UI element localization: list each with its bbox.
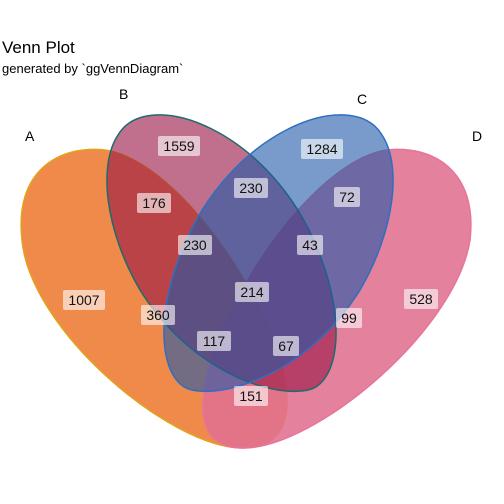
svg-text:72: 72 — [339, 189, 355, 205]
region-label-abc: 230 — [178, 235, 212, 255]
region-label-b: 1559 — [158, 136, 200, 156]
set-label-d: D — [472, 128, 482, 144]
svg-text:1284: 1284 — [306, 141, 337, 157]
region-label-ac: 360 — [141, 305, 175, 325]
plot-subtitle: generated by `ggVennDiagram` — [2, 61, 183, 76]
region-label-ab: 176 — [137, 193, 171, 213]
region-label-abcd: 214 — [235, 282, 269, 302]
plot-title: Venn Plot — [2, 38, 75, 57]
svg-text:99: 99 — [341, 310, 357, 326]
svg-text:230: 230 — [239, 180, 263, 196]
region-label-acd: 117 — [197, 331, 231, 351]
region-label-d: 528 — [404, 289, 438, 309]
set-c-shape — [163, 114, 394, 392]
region-label-bd: 99 — [336, 308, 362, 328]
svg-text:360: 360 — [146, 307, 170, 323]
region-label-c: 1284 — [301, 139, 343, 159]
svg-text:230: 230 — [183, 237, 207, 253]
svg-text:1559: 1559 — [163, 138, 194, 154]
svg-text:151: 151 — [239, 388, 263, 404]
set-label-a: A — [25, 128, 35, 144]
svg-text:1007: 1007 — [68, 292, 99, 308]
region-label-cd: 72 — [334, 187, 360, 207]
region-label-bcd: 43 — [297, 235, 323, 255]
svg-text:214: 214 — [240, 284, 264, 300]
set-label-b: B — [119, 86, 128, 102]
set-label-c: C — [357, 91, 367, 107]
region-label-bc: 230 — [234, 178, 268, 198]
svg-text:67: 67 — [278, 338, 294, 354]
region-label-abd: 67 — [273, 336, 299, 356]
svg-text:176: 176 — [142, 195, 166, 211]
svg-text:528: 528 — [409, 291, 433, 307]
region-label-a: 1007 — [63, 290, 105, 310]
region-label-ad: 151 — [234, 386, 268, 406]
svg-text:117: 117 — [203, 333, 226, 349]
svg-text:43: 43 — [302, 237, 318, 253]
